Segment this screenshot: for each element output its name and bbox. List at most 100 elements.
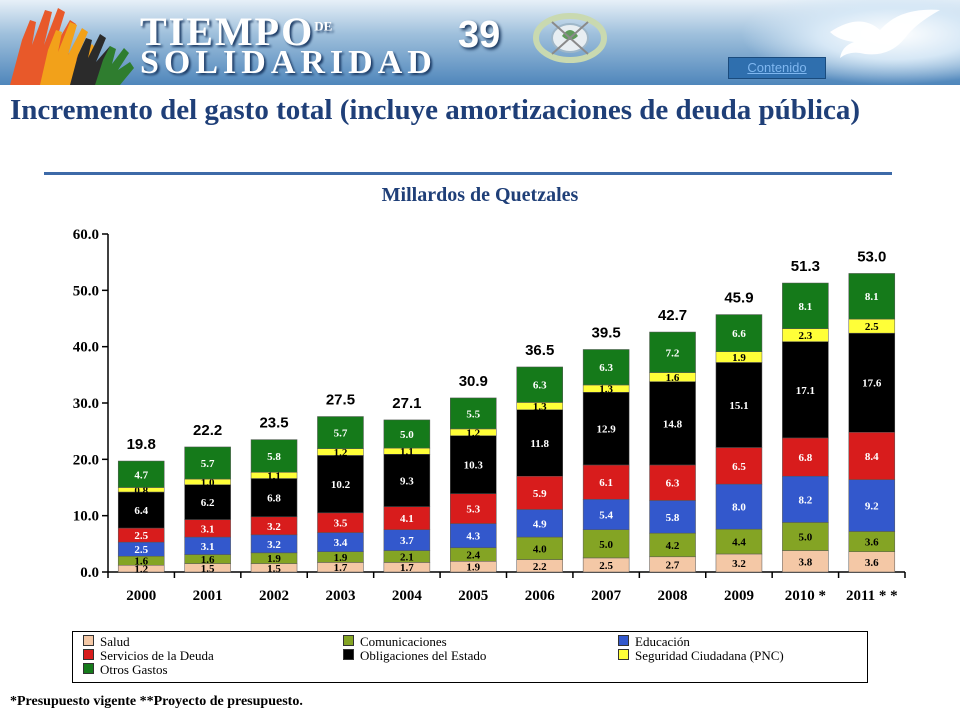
national-emblem-icon (533, 13, 607, 63)
bar-segment-otros (383, 419, 431, 449)
bar-segment-deuda (649, 464, 696, 501)
total-label: 39.5 (592, 324, 621, 341)
data-label: 3.6 (865, 557, 879, 569)
data-label: 5.8 (666, 512, 680, 524)
bar-segment-obligaciones (383, 454, 431, 507)
data-label: 3.6 (865, 537, 879, 549)
legend-swatch (618, 635, 629, 646)
bar-segment-educacion (782, 475, 829, 523)
bar-segment-comunicaciones (582, 529, 630, 559)
data-label: 1.3 (533, 401, 547, 413)
title-divider (44, 172, 892, 175)
bar-segment-otros (317, 416, 364, 449)
x-tick-label: 2006 (525, 588, 556, 604)
logo-solidaridad: SOLIDARIDAD (140, 44, 437, 81)
bar-segment-deuda (450, 493, 497, 524)
data-label: 6.3 (666, 478, 680, 490)
data-label: 17.1 (796, 385, 815, 397)
data-label: 5.8 (267, 451, 281, 463)
x-tick-label: 2010 * (785, 588, 826, 604)
data-label: 5.0 (400, 429, 414, 441)
data-label: 5.7 (334, 428, 348, 440)
data-label: 1.9 (466, 562, 480, 574)
contenido-link[interactable]: Contenido (728, 57, 826, 79)
legend-swatch (83, 649, 94, 660)
data-label: 8.4 (865, 451, 879, 463)
hands-logo-icon (10, 8, 134, 85)
data-label: 2.4 (466, 550, 480, 562)
legend-label: Educación (635, 634, 690, 649)
bar-segment-otros (782, 282, 829, 329)
legend-label: Otros Gastos (100, 662, 168, 677)
data-label: 4.1 (400, 513, 414, 525)
x-tick-label: 2007 (591, 588, 622, 604)
total-label: 36.5 (525, 342, 554, 359)
data-label: 1.6 (134, 556, 148, 568)
bar-segment-deuda (715, 447, 763, 485)
logo-tiempo: TIEMPODE (140, 9, 333, 54)
data-label: 6.2 (201, 497, 215, 509)
bar-segment-otros (848, 273, 896, 320)
data-label: 8.1 (865, 291, 879, 303)
x-tick-label: 2001 (193, 588, 223, 604)
data-label: 1.0 (201, 477, 215, 489)
total-label: 53.0 (857, 248, 886, 265)
data-label: 6.8 (799, 452, 813, 464)
data-label: 11.8 (530, 438, 549, 450)
legend-item: Seguridad Ciudadana (PNC) (618, 649, 784, 662)
legend-swatch (343, 635, 354, 646)
legend-label: Comunicaciones (360, 634, 447, 649)
bar-segment-otros (715, 314, 763, 352)
data-label: 1.7 (334, 562, 348, 574)
y-tick-label: 60.0 (73, 227, 99, 243)
data-label: 0.8 (134, 485, 148, 497)
data-label: 3.4 (334, 537, 348, 549)
data-label: 1.5 (201, 563, 215, 575)
bar-segment-otros (582, 349, 630, 386)
data-label: 1.6 (666, 372, 680, 384)
bar-segment-otros (250, 439, 298, 473)
data-label: 17.6 (862, 378, 882, 390)
legend-swatch (83, 635, 94, 646)
total-label: 27.5 (326, 392, 355, 409)
legend-item: Comunicaciones (343, 635, 447, 648)
legend-label: Servicios de la Deuda (100, 648, 214, 663)
legend-swatch (618, 649, 629, 660)
data-label: 14.8 (663, 418, 683, 430)
data-label: 2.7 (666, 559, 680, 571)
bar-segment-educacion (450, 523, 497, 549)
bar-segment-obligaciones (715, 362, 763, 448)
bar-segment-obligaciones (317, 455, 364, 514)
data-label: 2.1 (400, 552, 414, 564)
data-label: 1.2 (466, 427, 480, 439)
x-tick-label: 2003 (325, 588, 355, 604)
data-label: 2.5 (134, 530, 148, 542)
data-label: 6.3 (599, 362, 613, 374)
bar-segment-comunicaciones (715, 528, 763, 555)
dove-icon (830, 9, 940, 58)
data-label: 1.5 (267, 563, 281, 575)
data-label: 6.4 (134, 505, 148, 517)
data-label: 2.5 (134, 544, 148, 556)
data-label: 5.7 (201, 458, 215, 470)
data-label: 5.9 (533, 488, 547, 500)
data-label: 4.4 (732, 537, 746, 549)
total-label: 51.3 (791, 258, 820, 275)
bar-segment-obligaciones (649, 381, 696, 466)
data-label: 3.2 (732, 558, 746, 570)
footnote: *Presupuesto vigente **Proyecto de presu… (10, 694, 303, 709)
data-label: 9.2 (865, 501, 879, 513)
legend-item: Servicios de la Deuda (83, 649, 214, 662)
data-label: 3.2 (267, 539, 281, 551)
data-label: 3.1 (201, 541, 215, 553)
y-tick-label: 40.0 (73, 340, 99, 356)
data-label: 1.2 (334, 447, 348, 459)
data-label: 12.9 (597, 424, 617, 436)
total-label: 23.5 (259, 415, 288, 432)
data-label: 8.1 (799, 301, 813, 313)
bar-segment-obligaciones (782, 341, 829, 439)
data-label: 1.9 (334, 552, 348, 564)
data-label: 10.3 (464, 460, 484, 472)
x-tick-label: 2011 * * (846, 588, 898, 604)
data-label: 4.2 (666, 540, 680, 552)
